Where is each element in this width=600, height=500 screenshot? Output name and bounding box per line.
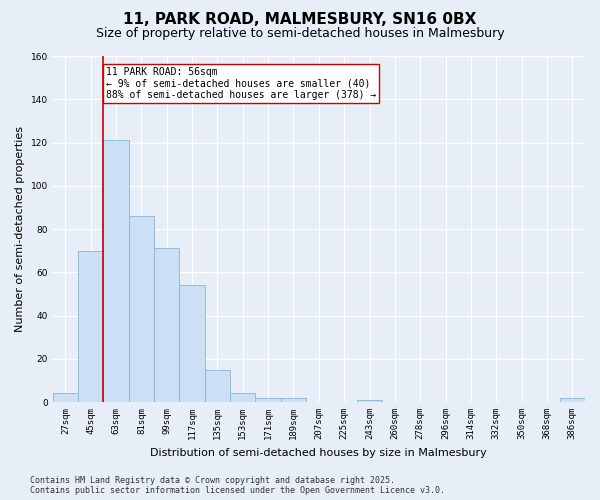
Text: 11, PARK ROAD, MALMESBURY, SN16 0BX: 11, PARK ROAD, MALMESBURY, SN16 0BX xyxy=(124,12,476,28)
Text: Contains HM Land Registry data © Crown copyright and database right 2025.
Contai: Contains HM Land Registry data © Crown c… xyxy=(30,476,445,495)
Bar xyxy=(560,398,585,402)
Bar xyxy=(53,394,78,402)
Y-axis label: Number of semi-detached properties: Number of semi-detached properties xyxy=(15,126,25,332)
Bar xyxy=(256,398,281,402)
Bar xyxy=(205,370,230,402)
Bar xyxy=(129,216,154,402)
Text: Size of property relative to semi-detached houses in Malmesbury: Size of property relative to semi-detach… xyxy=(95,28,505,40)
Bar xyxy=(154,248,179,402)
Text: 11 PARK ROAD: 56sqm
← 9% of semi-detached houses are smaller (40)
88% of semi-de: 11 PARK ROAD: 56sqm ← 9% of semi-detache… xyxy=(106,67,376,100)
Bar xyxy=(230,394,256,402)
Bar xyxy=(179,286,205,402)
Bar xyxy=(103,140,129,402)
X-axis label: Distribution of semi-detached houses by size in Malmesbury: Distribution of semi-detached houses by … xyxy=(151,448,487,458)
Bar xyxy=(78,250,103,402)
Bar xyxy=(357,400,382,402)
Bar xyxy=(281,398,306,402)
